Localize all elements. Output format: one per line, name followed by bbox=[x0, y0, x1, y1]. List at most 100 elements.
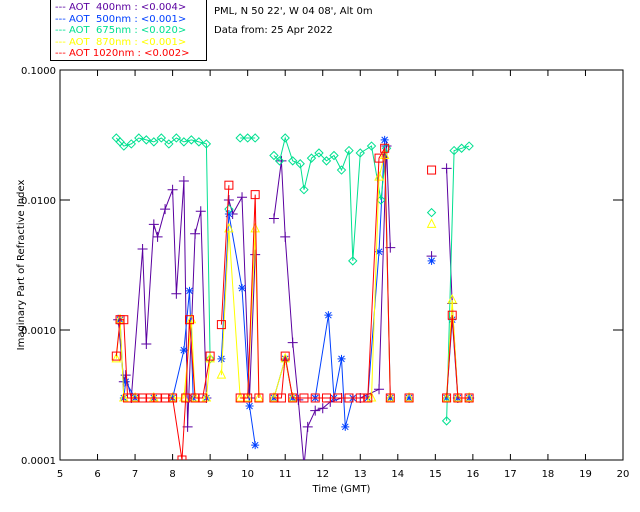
x-tick-label: 9 bbox=[207, 469, 213, 480]
plus-marker bbox=[280, 231, 291, 242]
x-tick-label: 14 bbox=[391, 469, 404, 480]
plus-marker bbox=[250, 249, 261, 260]
diamond-marker bbox=[329, 150, 339, 161]
plus-marker bbox=[160, 204, 171, 215]
square-marker bbox=[453, 393, 463, 403]
diamond-marker bbox=[235, 133, 245, 143]
triangle-marker bbox=[269, 391, 279, 402]
series-3 bbox=[111, 149, 474, 402]
triangle-marker bbox=[453, 391, 463, 402]
square-marker bbox=[168, 393, 178, 403]
y-tick-label: 0.0001 bbox=[21, 456, 56, 467]
diamond-marker bbox=[348, 256, 358, 266]
series-line bbox=[115, 155, 470, 399]
diamond-marker bbox=[269, 150, 279, 161]
asterisk-marker bbox=[245, 402, 254, 411]
square-marker bbox=[385, 393, 395, 403]
triangle-marker bbox=[250, 222, 260, 233]
y-tick-label: 0.0100 bbox=[21, 196, 56, 207]
diamond-marker bbox=[126, 139, 137, 149]
square-marker bbox=[177, 455, 187, 460]
x-tick-label: 12 bbox=[316, 469, 329, 480]
diamond-marker bbox=[194, 137, 204, 147]
x-tick-label: 5 bbox=[57, 469, 63, 480]
asterisk-marker bbox=[324, 311, 333, 320]
asterisk-marker bbox=[380, 135, 389, 144]
triangle-marker bbox=[242, 391, 253, 402]
square-marker bbox=[205, 351, 215, 361]
x-tick-label: 20 bbox=[617, 469, 630, 480]
diamond-marker bbox=[179, 137, 189, 147]
x-tick-label: 10 bbox=[241, 469, 254, 480]
square-marker bbox=[250, 190, 260, 200]
plus-marker bbox=[237, 192, 248, 203]
diamond-marker bbox=[464, 141, 474, 151]
triangle-marker bbox=[374, 170, 384, 181]
asterisk-marker bbox=[375, 247, 384, 256]
plus-marker bbox=[268, 213, 279, 224]
x-tick-label: 11 bbox=[279, 469, 292, 480]
square-marker bbox=[442, 393, 452, 403]
triangle-marker bbox=[235, 391, 245, 402]
asterisk-marker bbox=[341, 422, 350, 431]
x-tick-label: 7 bbox=[132, 469, 138, 480]
x-tick-label: 19 bbox=[579, 469, 592, 480]
asterisk-marker bbox=[337, 354, 346, 363]
legend-entry: --- AOT 870nm : <0.001> bbox=[55, 36, 187, 48]
plus-marker bbox=[171, 288, 182, 299]
asterisk-marker bbox=[238, 284, 247, 293]
square-marker bbox=[254, 393, 264, 403]
diamond-marker bbox=[280, 133, 290, 143]
triangle-marker bbox=[280, 352, 291, 363]
triangle-marker bbox=[426, 218, 437, 228]
diamond-marker bbox=[321, 156, 332, 166]
square-marker bbox=[276, 393, 286, 403]
square-marker bbox=[404, 393, 414, 403]
x-tick-label: 15 bbox=[429, 469, 442, 480]
diamond-marker bbox=[119, 141, 129, 151]
diamond-marker bbox=[355, 148, 365, 158]
data-date: Data from: 25 Apr 2022 bbox=[214, 25, 333, 36]
plus-marker bbox=[178, 176, 189, 187]
asterisk-marker bbox=[185, 286, 194, 295]
diamond-marker bbox=[299, 184, 309, 195]
legend: --- AOT 400nm : <0.004> --- AOT 500nm : <… bbox=[50, 0, 207, 61]
diamond-marker bbox=[295, 159, 305, 169]
square-marker bbox=[321, 393, 331, 403]
triangle-marker bbox=[216, 368, 227, 379]
triangle-marker bbox=[130, 391, 140, 402]
triangle-marker bbox=[404, 391, 414, 402]
legend-entry: --- AOT 1020nm : <0.002> bbox=[55, 48, 190, 59]
diamond-marker bbox=[441, 416, 452, 426]
series-2 bbox=[111, 133, 474, 426]
diamond-marker bbox=[141, 135, 152, 145]
diamond-marker bbox=[156, 133, 167, 143]
diamond-marker bbox=[287, 156, 298, 166]
square-marker bbox=[447, 310, 457, 320]
y-axis-label: Imaginary Part of Refractive Index bbox=[16, 180, 27, 351]
diamond-marker bbox=[149, 137, 159, 147]
square-marker bbox=[299, 393, 309, 403]
diamond-marker bbox=[366, 141, 377, 151]
x-axis-label: Time (GMT) bbox=[312, 484, 371, 495]
triangle-marker bbox=[287, 391, 298, 402]
asterisk-marker bbox=[465, 393, 474, 402]
asterisk-marker bbox=[121, 377, 130, 386]
plus-marker bbox=[190, 228, 201, 239]
diamond-marker bbox=[336, 165, 347, 175]
x-tick-label: 16 bbox=[466, 469, 479, 480]
plus-marker bbox=[137, 243, 148, 254]
square-marker bbox=[181, 393, 191, 403]
triangle-marker bbox=[111, 352, 122, 363]
plot-frame bbox=[59, 69, 624, 461]
site-info: PML, N 50 22', W 04 08', Alt 0m bbox=[214, 6, 373, 17]
square-marker bbox=[288, 393, 298, 403]
square-marker bbox=[119, 315, 129, 325]
diamond-marker bbox=[134, 133, 144, 143]
plus-marker bbox=[374, 384, 385, 395]
square-marker bbox=[198, 393, 208, 403]
square-marker bbox=[427, 165, 437, 175]
plus-marker bbox=[223, 195, 234, 205]
x-tick-label: 17 bbox=[504, 469, 517, 480]
series-line bbox=[115, 146, 470, 460]
